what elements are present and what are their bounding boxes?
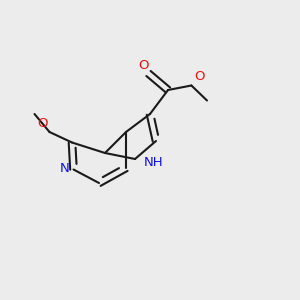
Text: O: O xyxy=(194,70,204,83)
Text: NH: NH xyxy=(143,155,163,169)
Text: N: N xyxy=(60,162,70,176)
Text: O: O xyxy=(138,59,148,72)
Text: O: O xyxy=(38,117,48,130)
